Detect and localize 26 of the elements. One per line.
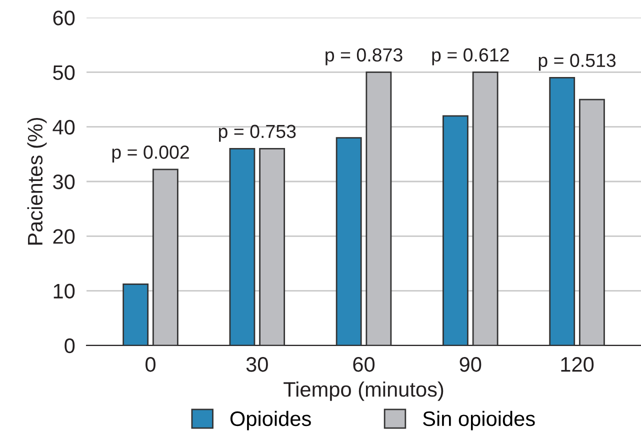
x-axis-title: Tiempo (minutos) <box>284 381 444 401</box>
legend-label: Sin opioides <box>423 410 535 430</box>
y-tick-label: 60 <box>53 10 75 26</box>
y-tick-label: 30 <box>53 174 75 190</box>
y-tick-label: 20 <box>53 229 75 244</box>
y-tick-label: 0 <box>64 338 75 354</box>
y-tick-label: 50 <box>53 65 75 80</box>
y-tick-label: 10 <box>54 284 75 299</box>
annotation: p = 0.612 <box>432 48 509 66</box>
x-tick-label: 120 <box>561 357 594 372</box>
y-axis-title: Pacientes (%) <box>27 118 47 245</box>
annotation: p = 0.753 <box>218 124 296 142</box>
bar <box>336 137 362 346</box>
annotation: p = 0.513 <box>538 54 616 71</box>
annotation: p = 0.002 <box>112 146 189 163</box>
x-tick-label: 90 <box>460 357 482 372</box>
annotation: p = 0.873 <box>326 48 402 66</box>
legend-label: Opioides <box>230 410 311 430</box>
x-tick-label: 60 <box>353 357 375 372</box>
x-tick-label: 30 <box>246 357 268 372</box>
bar <box>549 77 576 346</box>
x-tick-label: 0 <box>146 357 156 372</box>
bar <box>442 115 468 346</box>
y-tick-label: 40 <box>52 120 75 135</box>
bar <box>122 284 149 346</box>
bar <box>229 148 256 346</box>
